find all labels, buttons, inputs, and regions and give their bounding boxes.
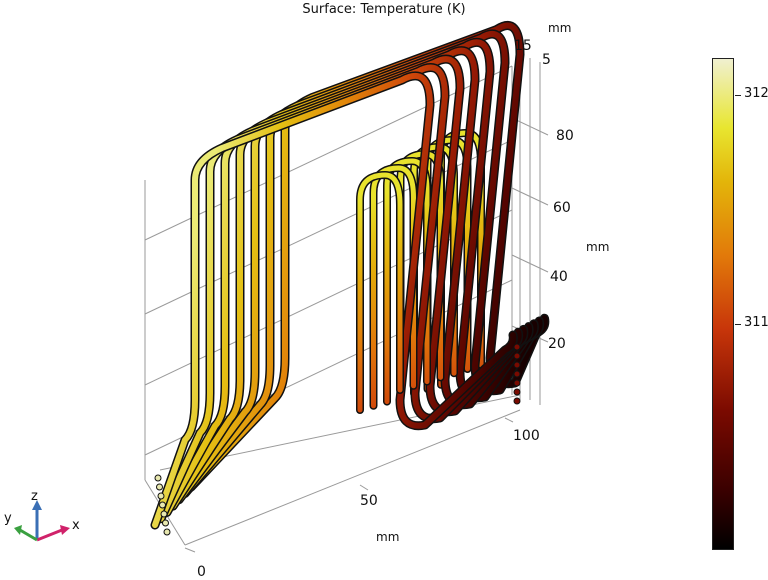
outlet-end [513,352,521,360]
outlet-end [513,343,521,351]
outlet-end [513,379,521,387]
colorbar-tick-312 [735,95,741,96]
inner-tube-surface [357,172,403,413]
z-tick-20: 20 [548,336,566,352]
triad-z-label: z [31,489,38,504]
y-axis-unit: mm [548,21,572,35]
plot-title: Surface: Temperature (K) [302,2,466,17]
grid-line [184,409,521,546]
triad-x-label: x [72,518,80,533]
triad-x-arrow [60,525,70,535]
inner-tube-outline [356,170,404,414]
x-tick-0: 0 [197,564,206,580]
outlet-end [513,388,521,396]
colorbar-label-312: 312 [744,86,768,101]
grid-line [184,547,196,553]
grid-line [511,254,549,273]
grid-line [511,187,549,206]
z-tick-80: 80 [556,128,574,144]
y-tick-15: 15 [514,38,532,54]
inlet-end [154,474,162,482]
inlet-end [163,528,171,536]
triad-x-axis [36,528,63,542]
colorbar-label-311: 311 [744,315,768,330]
triad-y-axis [19,528,38,542]
outlet-end [513,370,521,378]
inlet-end [157,492,165,500]
triad-y-label: y [4,511,12,526]
y-tick-5: 5 [542,52,551,68]
colorbar-tick-311 [735,324,741,325]
colorbar [712,58,734,550]
inlet-end [160,510,168,518]
x-axis-unit: mm [376,530,400,544]
tube-surface [152,72,517,528]
triad-y-arrow [14,525,22,535]
grid-line [504,417,514,423]
triad-z-arrow [32,500,42,510]
z-tick-60: 60 [553,200,571,216]
grid-line [511,117,549,136]
grid-line [359,484,369,491]
z-tick-40: 40 [550,269,568,285]
inlet-end [156,483,163,491]
z-axis-unit: mm [586,240,610,254]
outlet-end [513,397,521,405]
outlet-end [513,361,521,369]
inlet-end [159,501,166,509]
x-tick-100: 100 [513,428,540,444]
x-tick-50: 50 [360,493,378,509]
inlet-end [162,519,169,527]
inner-tube-surface [371,165,416,409]
